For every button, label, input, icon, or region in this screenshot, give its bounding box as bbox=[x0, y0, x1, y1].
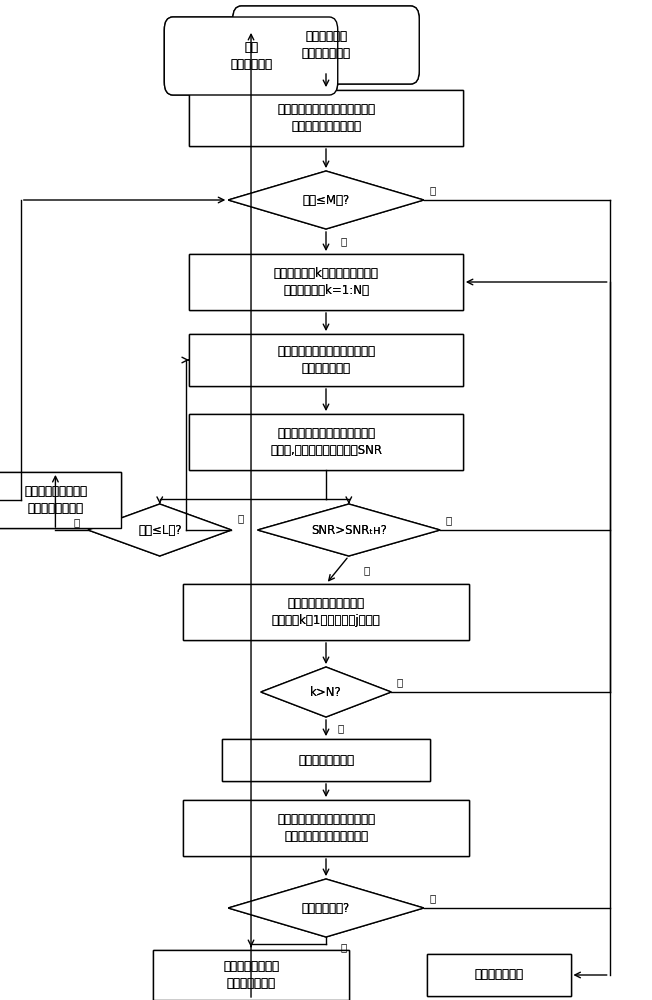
Text: 根据校准序号k配置天线各通道移
相分布状态（k=1:N）: 根据校准序号k配置天线各通道移 相分布状态（k=1:N） bbox=[274, 267, 378, 297]
Text: 自闭换校准失败: 自闭换校准失败 bbox=[474, 968, 524, 982]
Text: 校准≤M次?: 校准≤M次? bbox=[303, 194, 349, 207]
Polygon shape bbox=[261, 667, 391, 717]
Text: 否: 否 bbox=[396, 677, 403, 687]
Polygon shape bbox=[88, 504, 231, 556]
Bar bbox=[183, 584, 469, 640]
FancyBboxPatch shape bbox=[233, 6, 419, 84]
Bar bbox=[189, 90, 463, 146]
Text: 计算并保存幅相值数据；
校准序号k加1，重测次数j清零；: 计算并保存幅相值数据； 校准序号k加1，重测次数j清零； bbox=[272, 597, 380, 627]
Text: 否: 否 bbox=[429, 893, 436, 903]
Bar bbox=[189, 334, 463, 386]
Text: 结束
输出校准结果: 结束 输出校准结果 bbox=[230, 41, 272, 71]
Text: 馈电幅相分布计算: 馈电幅相分布计算 bbox=[298, 754, 354, 766]
Polygon shape bbox=[88, 504, 231, 556]
Bar bbox=[153, 950, 349, 1000]
Polygon shape bbox=[228, 879, 424, 937]
Text: 重测≤L次?: 重测≤L次? bbox=[138, 524, 181, 536]
Text: 校准效果评估：比较得到幅相误
差并与加权的收敛判据比较: 校准效果评估：比较得到幅相误 差并与加权的收敛判据比较 bbox=[277, 813, 375, 843]
Polygon shape bbox=[228, 171, 424, 229]
Bar bbox=[189, 334, 463, 386]
Polygon shape bbox=[228, 879, 424, 937]
Bar bbox=[183, 800, 469, 856]
Text: 操作人员发起
自闭换校准操作: 操作人员发起 自闭换校准操作 bbox=[301, 30, 351, 60]
FancyBboxPatch shape bbox=[233, 6, 419, 84]
Text: 综合控制分机设置天线阵面、校
准测试设备的校准状态: 综合控制分机设置天线阵面、校 准测试设备的校准状态 bbox=[277, 103, 375, 133]
Bar bbox=[189, 90, 463, 146]
Polygon shape bbox=[228, 171, 424, 229]
Text: 否: 否 bbox=[74, 517, 80, 527]
Text: 生成新幅相补偿码，
重新启动校准测试: 生成新幅相补偿码， 重新启动校准测试 bbox=[24, 485, 87, 515]
Bar bbox=[222, 739, 430, 781]
Text: 自闭换校准失败: 自闭换校准失败 bbox=[474, 968, 524, 982]
Text: 是: 是 bbox=[340, 236, 347, 246]
Bar bbox=[183, 800, 469, 856]
Text: 是: 是 bbox=[238, 513, 244, 523]
Text: 校准效果评估：比较得到幅相误
差并与加权的收敛判据比较: 校准效果评估：比较得到幅相误 差并与加权的收敛判据比较 bbox=[277, 813, 375, 843]
Text: 符合收敛要求?: 符合收敛要求? bbox=[302, 902, 350, 914]
Text: 根据校准序号k配置天线各通道移
相分布状态（k=1:N）: 根据校准序号k配置天线各通道移 相分布状态（k=1:N） bbox=[274, 267, 378, 297]
Bar bbox=[189, 414, 463, 470]
Bar bbox=[153, 950, 349, 1000]
Text: 综合控制分机设置天线阵面、校
准测试设备的校准状态: 综合控制分机设置天线阵面、校 准测试设备的校准状态 bbox=[277, 103, 375, 133]
Bar bbox=[0, 472, 121, 528]
Bar bbox=[189, 254, 463, 310]
Polygon shape bbox=[261, 667, 391, 717]
Bar bbox=[427, 954, 570, 996]
Polygon shape bbox=[258, 504, 440, 556]
Text: 是: 是 bbox=[363, 565, 370, 575]
Text: 是: 是 bbox=[340, 942, 347, 952]
Text: 馈电幅相分布计算: 馈电幅相分布计算 bbox=[298, 754, 354, 766]
Bar bbox=[427, 954, 570, 996]
Text: 否: 否 bbox=[445, 515, 452, 525]
Text: 信号处理单元对中频信号进行数
字采样,计算接收信号信噪比SNR: 信号处理单元对中频信号进行数 字采样,计算接收信号信噪比SNR bbox=[270, 427, 382, 457]
Text: SNR>SNRₜʜ?: SNR>SNRₜʜ? bbox=[311, 524, 387, 536]
Text: k>N?: k>N? bbox=[310, 686, 342, 698]
Text: 生成新幅相补偿码，
重新启动校准测试: 生成新幅相补偿码， 重新启动校准测试 bbox=[24, 485, 87, 515]
Text: 校准≤M次?: 校准≤M次? bbox=[303, 194, 349, 207]
Bar bbox=[183, 584, 469, 640]
Text: 自闭换校准成功，
幅相补偿码固化: 自闭换校准成功， 幅相补偿码固化 bbox=[223, 960, 279, 990]
Text: 产生校准测试信号，经被测天线
网络返回后接收: 产生校准测试信号，经被测天线 网络返回后接收 bbox=[277, 345, 375, 375]
Bar bbox=[222, 739, 430, 781]
Text: 产生校准测试信号，经被测天线
网络返回后接收: 产生校准测试信号，经被测天线 网络返回后接收 bbox=[277, 345, 375, 375]
Text: SNR>SNRₜʜ?: SNR>SNRₜʜ? bbox=[311, 524, 387, 536]
Polygon shape bbox=[258, 504, 440, 556]
Bar bbox=[189, 254, 463, 310]
Text: 结束
输出校准结果: 结束 输出校准结果 bbox=[230, 41, 272, 71]
Text: 计算并保存幅相值数据；
校准序号k加1，重测次数j清零；: 计算并保存幅相值数据； 校准序号k加1，重测次数j清零； bbox=[272, 597, 380, 627]
Text: 自闭换校准成功，
幅相补偿码固化: 自闭换校准成功， 幅相补偿码固化 bbox=[223, 960, 279, 990]
Text: 信号处理单元对中频信号进行数
字采样,计算接收信号信噪比SNR: 信号处理单元对中频信号进行数 字采样,计算接收信号信噪比SNR bbox=[270, 427, 382, 457]
Bar bbox=[189, 414, 463, 470]
Text: 符合收敛要求?: 符合收敛要求? bbox=[302, 902, 350, 914]
Bar bbox=[0, 472, 121, 528]
Text: 重测≤L次?: 重测≤L次? bbox=[138, 524, 181, 536]
Text: 否: 否 bbox=[429, 185, 436, 195]
Text: 操作人员发起
自闭换校准操作: 操作人员发起 自闭换校准操作 bbox=[301, 30, 351, 60]
FancyBboxPatch shape bbox=[164, 17, 338, 95]
Text: k>N?: k>N? bbox=[310, 686, 342, 698]
FancyBboxPatch shape bbox=[164, 17, 338, 95]
Text: 是: 是 bbox=[338, 723, 344, 733]
